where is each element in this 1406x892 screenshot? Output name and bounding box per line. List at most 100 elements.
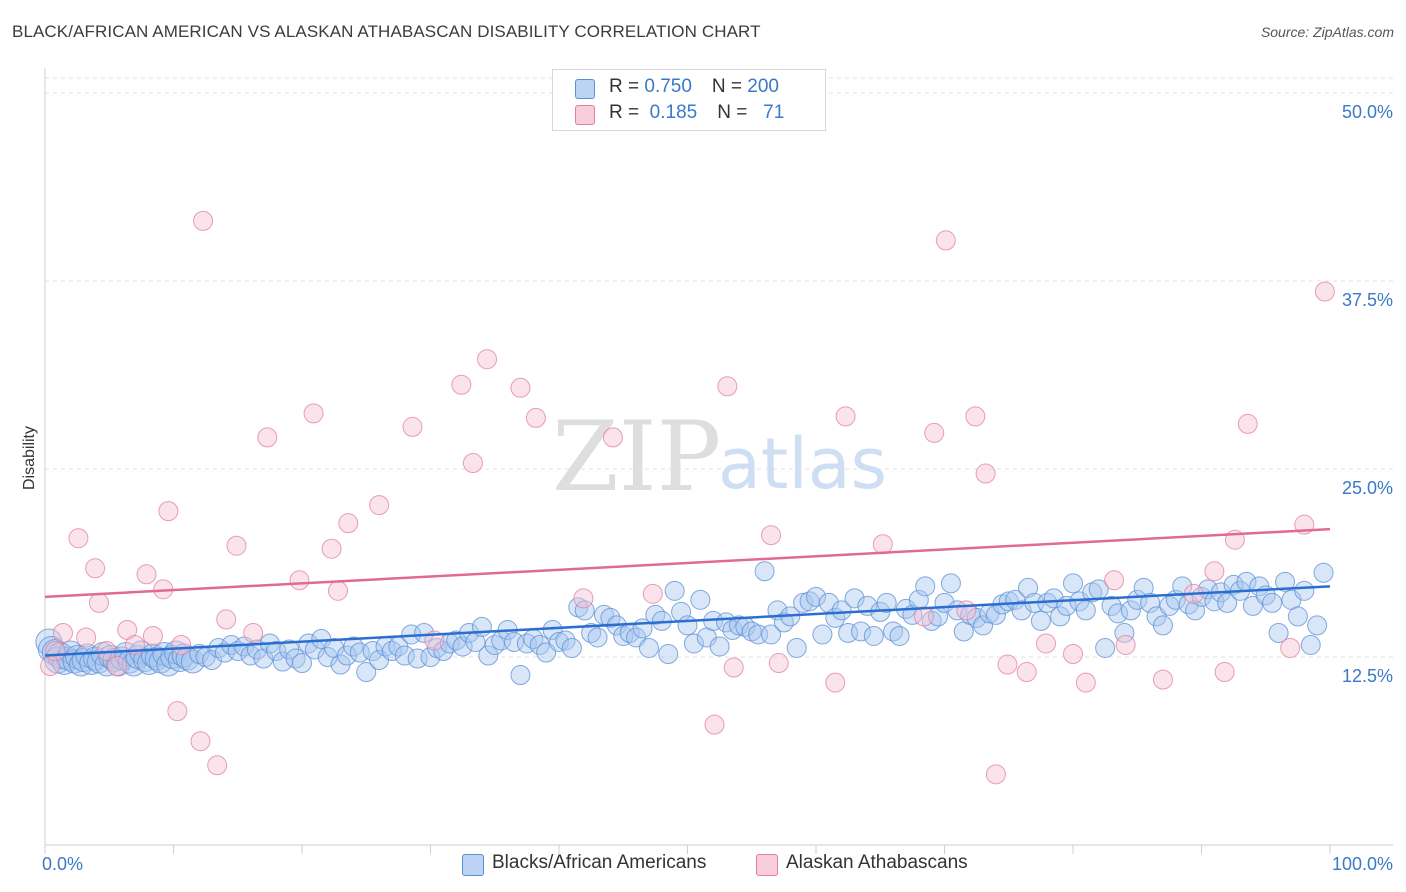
point-athabascans (762, 526, 781, 545)
point-athabascans (46, 641, 65, 660)
point-blacks (710, 637, 729, 656)
point-athabascans (191, 732, 210, 751)
stats-legend: R = 0.750 N = 200 R = 0.185 N = 71 (552, 69, 826, 131)
point-blacks (787, 638, 806, 657)
point-athabascans (370, 496, 389, 515)
point-blacks (511, 666, 530, 685)
legend-swatch-pink (756, 854, 778, 876)
point-athabascans (724, 658, 743, 677)
legend-swatch-blue (462, 854, 484, 876)
point-athabascans (511, 378, 530, 397)
point-athabascans (769, 654, 788, 673)
r-value: 0.185 (644, 102, 697, 123)
point-athabascans (1238, 414, 1257, 433)
point-athabascans (1205, 562, 1224, 581)
y-tick-label: 50.0% (1342, 102, 1393, 122)
point-blacks (1263, 593, 1282, 612)
point-athabascans (172, 635, 191, 654)
point-athabascans (1037, 634, 1056, 653)
n-value: 200 (747, 76, 779, 97)
point-athabascans (526, 408, 545, 427)
point-athabascans (976, 464, 995, 483)
point-blacks (890, 626, 909, 645)
point-athabascans (1105, 571, 1124, 590)
point-blacks (639, 638, 658, 657)
series-legend-label: Blacks/African Americans (492, 852, 706, 874)
point-athabascans (227, 536, 246, 555)
series-legend: Blacks/African Americans Alaskan Athabas… (0, 851, 1406, 879)
point-athabascans (69, 529, 88, 548)
series-legend-label: Alaskan Athabascans (786, 852, 968, 874)
point-athabascans (217, 610, 236, 629)
point-athabascans (143, 626, 162, 645)
legend-stats-text: R = 0.185 N = 71 (609, 102, 784, 124)
point-blacks (678, 616, 697, 635)
point-athabascans (826, 673, 845, 692)
point-blacks (1076, 601, 1095, 620)
point-blacks (864, 626, 883, 645)
point-athabascans (208, 756, 227, 775)
point-athabascans (998, 655, 1017, 674)
point-athabascans (168, 702, 187, 721)
point-athabascans (836, 407, 855, 426)
point-blacks (1153, 616, 1172, 635)
point-athabascans (957, 601, 976, 620)
point-athabascans (718, 377, 737, 396)
point-athabascans (322, 539, 341, 558)
point-blacks (1301, 635, 1320, 654)
point-blacks (916, 577, 935, 596)
point-blacks (665, 581, 684, 600)
y-tick-label: 12.5% (1342, 666, 1393, 686)
scatter-plot: ZIP atlas Disability 0.0% 100.0% 12.5%25… (0, 0, 1406, 892)
legend-swatch-blue (575, 79, 595, 99)
point-athabascans (403, 417, 422, 436)
point-athabascans (986, 765, 1005, 784)
point-athabascans (1064, 645, 1083, 664)
watermark-zip: ZIP (552, 401, 721, 513)
point-blacks (588, 628, 607, 647)
point-athabascans (1153, 670, 1172, 689)
point-blacks (1308, 616, 1327, 635)
point-athabascans (89, 593, 108, 612)
legend-stats-text: R = 0.750 N = 200 (609, 76, 779, 98)
point-athabascans (1281, 638, 1300, 657)
point-athabascans (137, 565, 156, 584)
watermark-atlas: atlas (718, 423, 887, 505)
y-tick-label: 37.5% (1342, 290, 1393, 310)
n-label: N = (712, 76, 747, 97)
r-value: 0.750 (644, 76, 692, 97)
point-blacks (755, 562, 774, 581)
point-athabascans (873, 535, 892, 554)
point-athabascans (1215, 663, 1234, 682)
point-athabascans (936, 231, 955, 250)
point-athabascans (194, 211, 213, 230)
point-athabascans (705, 715, 724, 734)
point-blacks (1096, 638, 1115, 657)
r-label: R = (609, 102, 644, 123)
gridlines (45, 78, 1393, 657)
legend-swatch-pink (575, 105, 595, 125)
point-athabascans (603, 428, 622, 447)
point-athabascans (1116, 635, 1135, 654)
y-tick-label: 25.0% (1342, 478, 1393, 498)
point-athabascans (574, 589, 593, 608)
point-athabascans (478, 350, 497, 369)
point-blacks (659, 645, 678, 664)
point-blacks (562, 638, 581, 657)
point-athabascans (159, 502, 178, 521)
point-blacks (941, 574, 960, 593)
point-athabascans (463, 454, 482, 473)
point-blacks (691, 590, 710, 609)
point-athabascans (925, 423, 944, 442)
point-athabascans (290, 571, 309, 590)
point-athabascans (1076, 673, 1095, 692)
point-blacks (1064, 574, 1083, 593)
point-athabascans (966, 407, 985, 426)
y-axis-label: Disability (21, 426, 38, 490)
point-athabascans (304, 404, 323, 423)
n-label: N = (717, 102, 752, 123)
point-athabascans (1315, 282, 1334, 301)
point-athabascans (328, 581, 347, 600)
r-label: R = (609, 76, 644, 97)
point-athabascans (452, 375, 471, 394)
